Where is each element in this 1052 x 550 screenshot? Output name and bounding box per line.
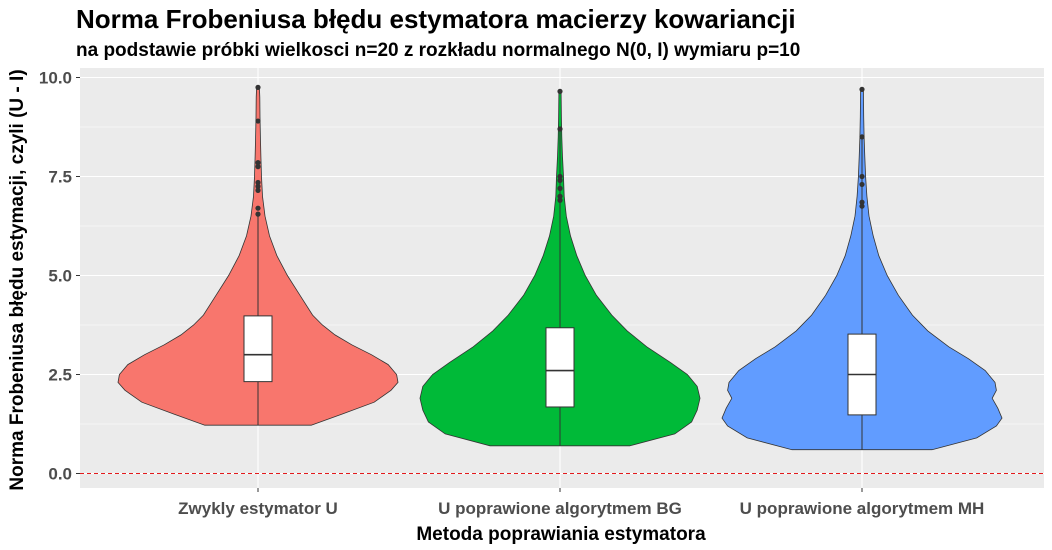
outlier-point: [557, 126, 563, 132]
outlier-point: [557, 197, 563, 203]
violin-group: [419, 88, 701, 447]
box: [243, 315, 273, 383]
x-tick-label: U poprawione algorytmem BG: [438, 499, 682, 518]
y-axis: 0.0 2.5 5.0 7.5 10.0: [39, 69, 80, 484]
outlier-point: [255, 211, 261, 217]
outlier-point: [557, 193, 563, 199]
y-tick-label: 7.5: [48, 168, 72, 187]
outlier-point: [557, 88, 563, 94]
chart-subtitle: na podstawie próbki wielkosci n=20 z roz…: [76, 40, 801, 61]
y-tick-label: 2.5: [48, 366, 72, 385]
y-axis-title: Norma Frobeniusa błędu estymacji, czyli …: [7, 69, 28, 490]
violin-group: [721, 86, 1003, 451]
violins: [117, 84, 1003, 451]
outlier-point: [255, 187, 261, 193]
chart-title: Norma Frobeniusa błędu estymatora macier…: [76, 4, 796, 34]
outlier-point: [859, 181, 865, 188]
y-tick-label: 0.0: [48, 465, 72, 484]
violin-group: [117, 84, 399, 426]
outlier-point: [859, 199, 865, 205]
outlier-point: [255, 118, 261, 124]
outlier-point: [557, 185, 563, 191]
outlier-point: [255, 205, 261, 211]
outlier-point: [557, 173, 563, 180]
y-tick-label: 10.0: [39, 69, 72, 88]
outlier-point: [859, 134, 865, 140]
outlier-point: [859, 203, 865, 209]
outlier-point: [557, 177, 563, 184]
x-tick-label: U poprawione algorytmem MH: [740, 499, 985, 518]
x-axis-title: Metoda poprawiania estymatora: [416, 524, 706, 545]
outlier-point: [255, 183, 261, 189]
outlier-point: [255, 160, 261, 166]
outlier-point: [859, 173, 865, 180]
outlier-point: [255, 164, 261, 170]
x-tick-label: Zwykly estymator U: [178, 499, 338, 518]
y-tick-label: 5.0: [48, 267, 72, 286]
box: [545, 327, 575, 408]
outlier-point: [255, 179, 261, 186]
outlier-point: [255, 84, 261, 90]
x-axis: Zwykly estymator U U poprawione algorytme…: [178, 488, 984, 518]
outlier-point: [859, 86, 865, 92]
